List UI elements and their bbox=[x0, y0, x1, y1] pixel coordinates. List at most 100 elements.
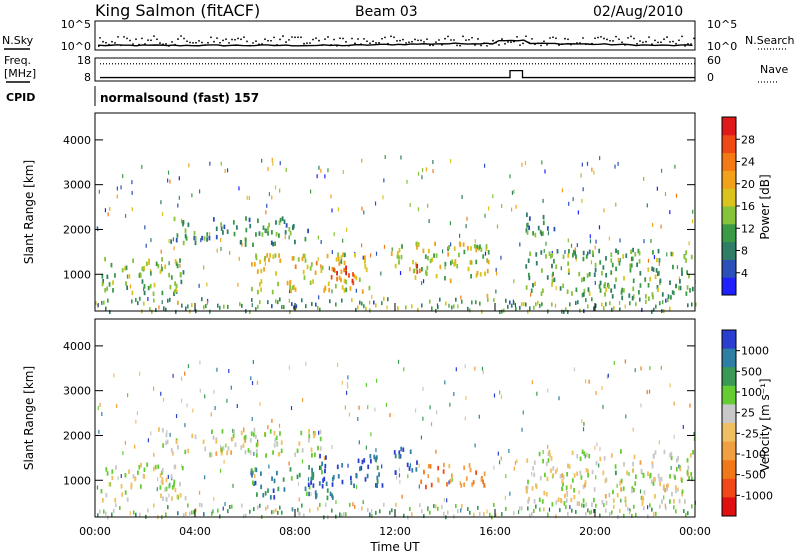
echo-cell bbox=[178, 195, 180, 200]
ground-scatter-cell bbox=[387, 297, 389, 302]
nsearch-point bbox=[657, 41, 659, 44]
ground-scatter-cell bbox=[381, 301, 383, 306]
echo-cell bbox=[398, 467, 401, 472]
echo-cell bbox=[168, 238, 170, 243]
scatter-cell bbox=[124, 490, 127, 495]
echo-cell bbox=[157, 477, 159, 482]
echo-cell bbox=[209, 231, 211, 236]
nsearch-point bbox=[639, 40, 641, 42]
ground-scatter-cell bbox=[277, 510, 279, 515]
echo-cell bbox=[617, 257, 619, 262]
nsearch-point bbox=[297, 36, 299, 39]
echo-cell bbox=[429, 405, 431, 410]
scatter-cell bbox=[153, 282, 156, 288]
echo-cell bbox=[682, 424, 684, 429]
echo-cell bbox=[409, 267, 411, 272]
scatter-cell bbox=[599, 288, 602, 293]
ground-scatter-cell bbox=[533, 508, 535, 513]
ground-scatter-cell bbox=[563, 309, 565, 314]
echo-cell bbox=[253, 451, 255, 456]
scatter-cell bbox=[288, 227, 291, 232]
scatter-cell bbox=[469, 467, 472, 473]
echo-cell bbox=[384, 154, 386, 159]
scatter-cell bbox=[690, 471, 693, 477]
scatter-cell bbox=[341, 479, 344, 485]
nsearch-point bbox=[660, 41, 662, 44]
scatter-cell bbox=[583, 276, 585, 282]
ground-scatter-cell bbox=[515, 306, 517, 311]
scatter-cell bbox=[260, 268, 263, 274]
scatter-cell bbox=[667, 294, 670, 299]
scatter-cell bbox=[125, 265, 128, 271]
nsearch-point bbox=[669, 40, 671, 43]
echo-cell bbox=[204, 394, 206, 399]
echo-cell bbox=[345, 390, 348, 395]
echo-cell bbox=[224, 502, 226, 507]
echo-cell bbox=[117, 476, 119, 481]
scatter-cell bbox=[173, 289, 176, 294]
echo-cell bbox=[97, 406, 99, 411]
scatter-cell bbox=[565, 485, 568, 491]
scatter-cell bbox=[154, 464, 157, 470]
ground-scatter-cell bbox=[289, 310, 291, 315]
echo-cell bbox=[268, 464, 270, 469]
scatter-cell bbox=[211, 429, 213, 434]
scatter-cell bbox=[571, 478, 574, 483]
echo-cell bbox=[625, 414, 627, 419]
scatter-cell bbox=[622, 486, 625, 491]
scatter-cell bbox=[430, 482, 433, 488]
scatter-cell bbox=[275, 435, 278, 441]
echo-cell bbox=[501, 204, 503, 209]
ground-scatter-cell bbox=[331, 508, 333, 513]
nsearch-point bbox=[531, 37, 533, 40]
echo-cell bbox=[551, 250, 553, 255]
scatter-cell bbox=[343, 252, 346, 258]
scatter-cell bbox=[621, 287, 624, 293]
ground-scatter-cell bbox=[605, 508, 607, 513]
echo-cell bbox=[421, 175, 423, 180]
scatter-cell bbox=[639, 283, 642, 288]
ground-scatter-cell bbox=[537, 300, 539, 305]
scatter-cell bbox=[319, 446, 322, 451]
scatter-cell bbox=[675, 458, 678, 463]
scatter-cell bbox=[546, 275, 549, 280]
ground-scatter-cell bbox=[613, 306, 615, 311]
scatter-cell bbox=[159, 485, 162, 490]
scatter-cell bbox=[175, 237, 178, 243]
scatter-cell bbox=[575, 287, 578, 293]
ground-scatter-cell bbox=[319, 307, 321, 312]
ground-scatter-cell bbox=[429, 510, 431, 515]
ground-scatter-cell bbox=[253, 507, 255, 512]
echo-cell bbox=[474, 239, 476, 244]
ground-scatter-cell bbox=[567, 309, 569, 314]
echo-cell bbox=[427, 203, 429, 208]
power-heatmap bbox=[95, 154, 697, 315]
echo-cell bbox=[591, 167, 593, 172]
ground-scatter-cell bbox=[601, 302, 603, 307]
ground-scatter-cell bbox=[227, 304, 229, 309]
echo-cell bbox=[543, 248, 545, 253]
scatter-cell bbox=[587, 287, 590, 292]
echo-cell bbox=[342, 238, 344, 243]
scatter-cell bbox=[326, 488, 329, 493]
ground-scatter-cell bbox=[631, 513, 633, 518]
noise-panel: 10^5 10^0 10^5 10^0 bbox=[61, 18, 737, 53]
scatter-cell bbox=[535, 260, 538, 266]
scatter-cell bbox=[652, 294, 654, 300]
scatter-cell bbox=[313, 433, 316, 439]
nsky-line bbox=[98, 39, 693, 47]
echo-cell bbox=[265, 210, 267, 215]
scatter-cell bbox=[584, 480, 587, 485]
echo-cell bbox=[613, 360, 615, 365]
scatter-cell bbox=[364, 258, 366, 264]
scatter-cell bbox=[599, 456, 602, 462]
scatter-cell bbox=[170, 448, 173, 453]
echo-cell bbox=[673, 434, 675, 439]
echo-cell bbox=[267, 425, 269, 430]
nsearch-point bbox=[558, 44, 560, 46]
scatter-cell bbox=[572, 253, 574, 258]
scatter-cell bbox=[547, 451, 550, 457]
echo-cell bbox=[297, 481, 300, 486]
scatter-cell bbox=[256, 441, 259, 447]
x-tick-label: 12:00 bbox=[379, 525, 411, 538]
